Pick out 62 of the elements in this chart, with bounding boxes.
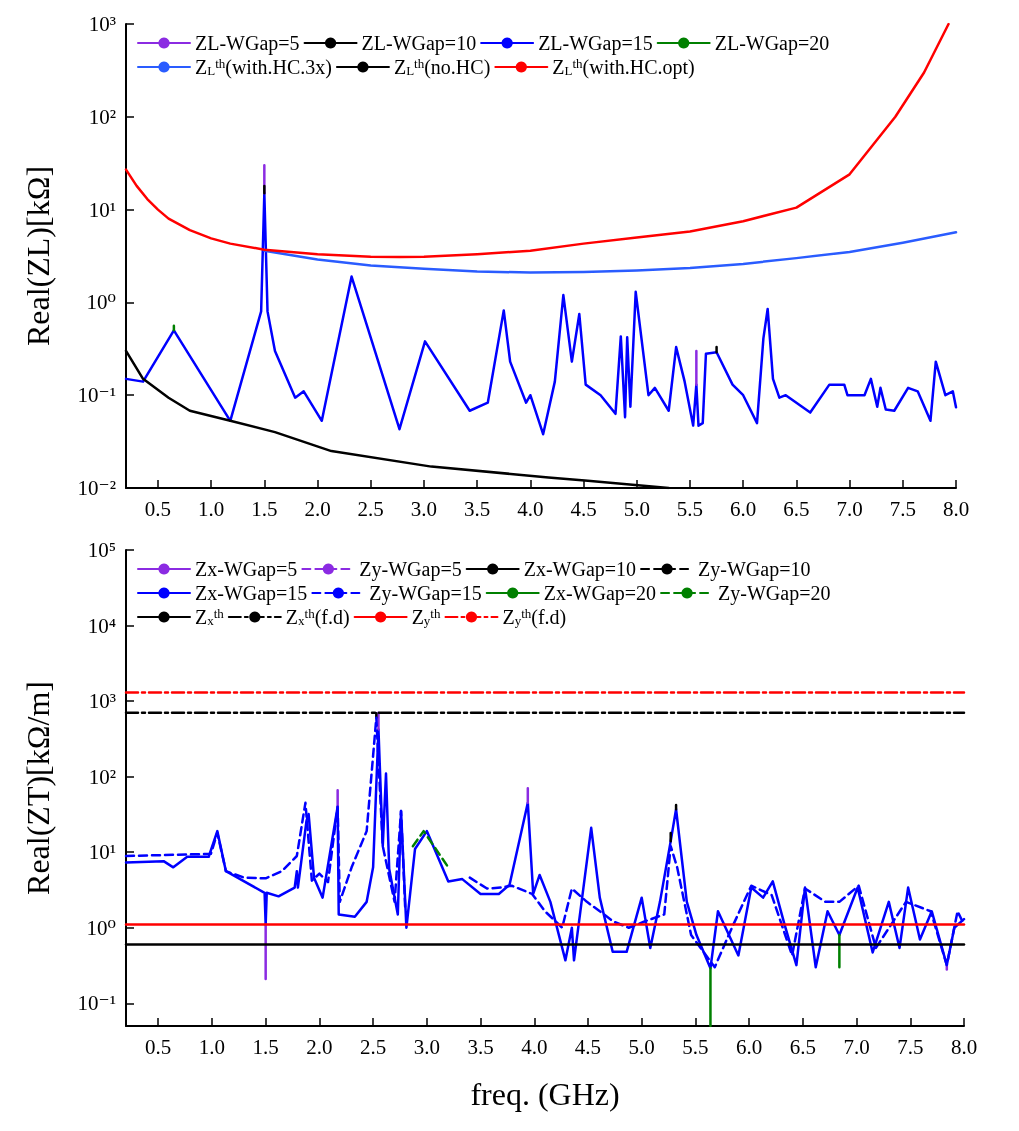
x-tick-label: 3.0 <box>413 1034 440 1059</box>
x-tick-label: 4.5 <box>570 496 597 521</box>
x-tick-label: 2.0 <box>306 1034 333 1059</box>
y-tick-label: 10⁻² <box>77 476 116 500</box>
x-tick-label: 1.5 <box>252 1034 279 1059</box>
x-tick-label: 4.0 <box>517 496 544 521</box>
y-tick-label: 10¹ <box>88 840 116 865</box>
legend-label: Zxth <box>195 606 225 628</box>
legend-label: Zx-WGap=5 <box>195 558 298 581</box>
x-tick-label: 1.0 <box>198 496 225 521</box>
y-tick-label: 10⁵ <box>87 538 116 562</box>
x-tick-label: 5.0 <box>628 1034 655 1059</box>
x-tick-label: 8.0 <box>950 1034 978 1059</box>
x-tick-label: 2.0 <box>304 496 331 521</box>
x-tick-label: 4.0 <box>521 1034 548 1059</box>
x-tick-label: 6.5 <box>789 1034 816 1059</box>
legend-label: Zy-WGap=15 <box>369 582 482 605</box>
x-tick-label: 6.0 <box>736 1034 763 1059</box>
y-tick-label: 10⁻¹ <box>77 991 116 1016</box>
x-tick-label: 5.5 <box>676 496 704 521</box>
x-tick-label: 5.5 <box>682 1034 709 1059</box>
x-tick-label: 3.5 <box>467 1034 494 1059</box>
y-tick-label: 10³ <box>88 689 116 714</box>
legend-label: ZL-WGap=15 <box>538 32 653 55</box>
x-tick-label: 7.5 <box>897 1034 924 1059</box>
x-tick-label: 6.0 <box>730 496 757 521</box>
x-tick-label: 0.5 <box>144 496 172 521</box>
x-tick-label: 7.0 <box>843 1034 870 1059</box>
x-tick-label: 4.5 <box>574 1034 602 1059</box>
y-tick-label: 10⁻¹ <box>77 383 116 408</box>
legend-label: ZL-WGap=5 <box>195 32 300 55</box>
y-axis-title: Real(ZT)[kΩ/m] <box>20 681 56 895</box>
x-tick-label: 6.5 <box>783 496 810 521</box>
legend-label: Zy-WGap=5 <box>359 558 462 581</box>
y-tick-label: 10² <box>88 104 116 129</box>
x-axis-title: freq. (GHz) <box>470 1076 620 1112</box>
legend-label: ZL-WGap=10 <box>361 32 477 55</box>
x-tick-label: 7.5 <box>889 496 916 521</box>
legend-label: Zyth <box>411 606 441 628</box>
x-tick-label: 2.5 <box>359 1034 387 1059</box>
y-axis-title: Real(ZL)[kΩ] <box>20 165 56 347</box>
x-tick-label: 5.0 <box>623 496 650 521</box>
x-tick-label: 1.0 <box>198 1034 226 1059</box>
x-tick-label: 2.5 <box>357 496 384 521</box>
y-tick-label: 10⁰ <box>86 915 116 940</box>
y-tick-label: 10¹ <box>88 197 116 222</box>
x-tick-label: 0.5 <box>145 1034 172 1059</box>
x-tick-label: 8.0 <box>942 496 970 521</box>
y-tick-label: 10⁰ <box>86 290 116 315</box>
legend-label: Zy-WGap=20 <box>718 582 831 605</box>
x-tick-label: 1.5 <box>251 496 278 521</box>
y-tick-label: 10³ <box>88 12 116 36</box>
legend-label: Zx-WGap=10 <box>523 558 637 581</box>
legend-label: Zx-WGap=20 <box>543 582 657 605</box>
x-tick-label: 3.5 <box>464 496 491 521</box>
legend-label: ZL-WGap=20 <box>714 32 830 55</box>
y-tick-label: 10² <box>88 764 116 789</box>
legend-label: Zy-WGap=10 <box>698 558 811 581</box>
x-tick-label: 3.0 <box>410 496 438 521</box>
legend-label: Zx-WGap=15 <box>195 582 308 605</box>
x-tick-label: 7.0 <box>836 496 863 521</box>
y-tick-label: 10⁴ <box>87 613 116 638</box>
